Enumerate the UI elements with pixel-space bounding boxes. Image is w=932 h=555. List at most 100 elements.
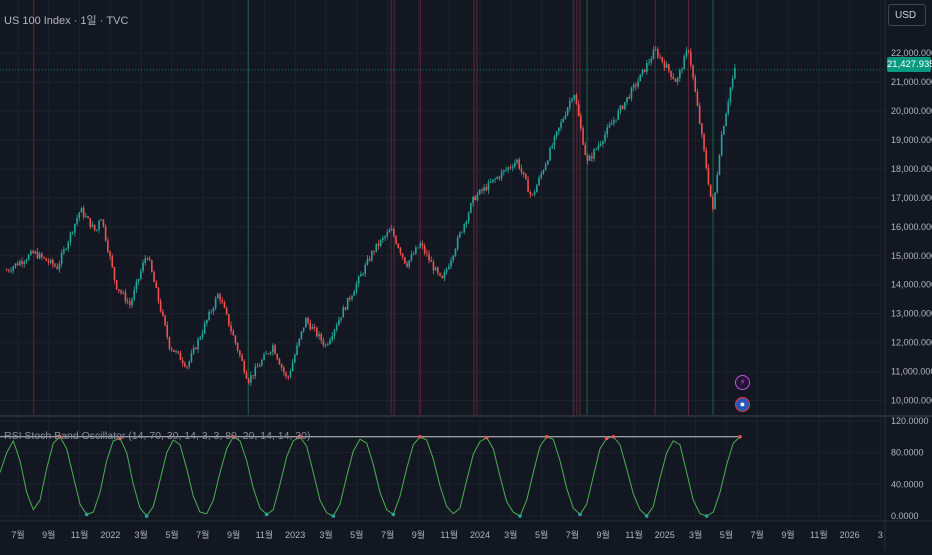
candle-body: [632, 84, 635, 88]
candle-body: [245, 372, 248, 379]
candle-body: [725, 113, 727, 127]
candle-body: [331, 335, 334, 340]
candle-body: [606, 127, 609, 135]
candle-body: [241, 355, 243, 361]
candle-body: [397, 243, 400, 248]
time-tick-label: 7월: [751, 529, 764, 540]
osc-extreme-marker: [84, 512, 89, 517]
candle-body: [269, 351, 272, 354]
candle-body: [8, 270, 10, 272]
osc-extreme-marker: [544, 435, 549, 439]
candle-body: [569, 100, 571, 108]
time-tick-label: 11월: [71, 529, 89, 540]
candle-body: [558, 127, 560, 132]
candle-body: [210, 311, 213, 313]
candle-body: [379, 239, 382, 246]
candle-body: [69, 232, 72, 243]
candle-body: [151, 260, 153, 272]
candle-body: [720, 134, 723, 156]
candle-body: [619, 105, 622, 111]
candle-body: [58, 263, 61, 270]
candle-body: [525, 173, 527, 180]
candle-body: [399, 247, 402, 254]
candle-body: [692, 65, 694, 78]
candle-body: [349, 297, 351, 300]
candle-body: [296, 345, 298, 355]
candle-body: [496, 177, 499, 179]
candle-body: [126, 301, 129, 303]
candle-body: [582, 128, 584, 145]
candle-body: [489, 181, 492, 183]
candle-body: [89, 218, 92, 228]
candle-body: [329, 339, 331, 345]
candle-body: [302, 327, 305, 332]
candle-body: [395, 236, 397, 244]
candle-body: [375, 243, 378, 252]
candle-body: [547, 160, 549, 165]
candle-body: [406, 263, 408, 267]
candle-body: [25, 259, 28, 262]
candle-body: [342, 307, 345, 318]
time-tick-label: 11월: [256, 529, 274, 540]
candle-body: [14, 263, 17, 267]
candle-body: [426, 253, 428, 254]
candle-body: [283, 367, 285, 373]
candle-body: [613, 120, 615, 124]
candle-body: [463, 223, 466, 232]
candle-body: [492, 179, 494, 182]
candle-body: [184, 363, 186, 367]
candle-body: [404, 257, 406, 264]
candle-body: [368, 258, 371, 261]
candle-body: [408, 260, 411, 267]
osc-tick-label: 0.0000: [891, 511, 919, 521]
candle-body: [74, 223, 76, 233]
us-flag-icon[interactable]: ●: [735, 397, 750, 412]
candle-body: [195, 347, 197, 350]
candle-body: [104, 226, 107, 241]
candle-body: [641, 69, 644, 75]
candle-body: [82, 208, 85, 217]
candle-body: [465, 221, 468, 224]
candle-body: [478, 189, 481, 195]
candle-body: [417, 247, 419, 249]
time-tick-label: 9월: [597, 529, 610, 540]
time-tick-label: 5월: [350, 529, 363, 540]
candle-body: [734, 67, 736, 79]
candle-body: [670, 70, 672, 77]
currency-button[interactable]: USD: [888, 4, 926, 26]
candle-body: [10, 270, 12, 272]
candle-body: [137, 278, 140, 282]
candle-body: [573, 95, 576, 99]
candle-body: [467, 212, 470, 222]
candle-body: [159, 301, 162, 312]
candle-body: [221, 300, 224, 303]
candle-body: [300, 331, 303, 339]
candle-body: [366, 258, 369, 265]
candle-body: [140, 271, 142, 279]
candle-body: [551, 145, 554, 148]
candle-body: [718, 155, 721, 175]
candle-body: [626, 97, 628, 103]
candle-body: [648, 62, 650, 64]
price-tick-label: 18,000.0000: [891, 164, 932, 174]
lightning-icon[interactable]: ⚡: [735, 375, 750, 390]
candle-body: [388, 230, 391, 233]
candle-body: [604, 134, 606, 142]
candle-body: [206, 319, 208, 324]
candle-body: [681, 69, 683, 71]
candle-body: [351, 295, 353, 300]
osc-extreme-marker: [391, 512, 396, 517]
osc-extreme-marker: [418, 435, 422, 439]
time-tick-label: 9월: [412, 529, 425, 540]
candle-body: [518, 159, 521, 169]
time-tick-label: 2026: [840, 530, 860, 540]
price-tick-label: 14,000.0000: [891, 280, 932, 290]
candle-body: [324, 344, 327, 346]
candle-body: [188, 361, 191, 367]
candle-body: [96, 229, 98, 231]
time-tick-label: 7월: [11, 529, 24, 540]
candle-body: [723, 126, 725, 135]
candle-body: [553, 136, 556, 146]
